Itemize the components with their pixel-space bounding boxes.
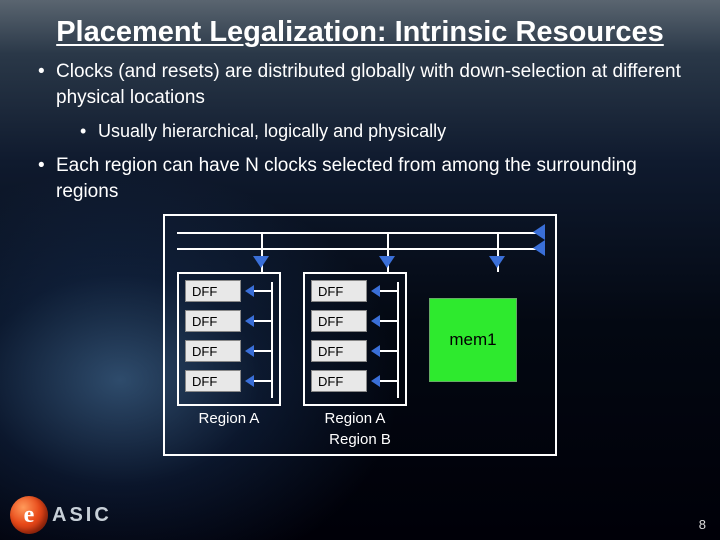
region-b-label: Region B xyxy=(177,431,543,448)
dff-cell: DFF xyxy=(311,370,367,392)
global-bus xyxy=(177,226,543,272)
bus-line-1 xyxy=(177,232,543,234)
buffer-icon xyxy=(371,315,380,327)
buffer-icon xyxy=(371,285,380,297)
page-number: 8 xyxy=(699,517,706,532)
dff-cell: DFF xyxy=(185,280,241,302)
bullet-1-text: Clocks (and resets) are distributed glob… xyxy=(56,61,681,108)
region-a-label: Region A xyxy=(303,410,407,427)
wire xyxy=(380,380,399,382)
region-a-1: DFF DFF DFF DFF Region A xyxy=(177,272,281,427)
buffer-icon xyxy=(533,240,545,256)
bullet-1: Clocks (and resets) are distributed glob… xyxy=(34,59,686,143)
bullet-1a: Usually hierarchical, logically and phys… xyxy=(76,119,686,143)
logo: e ASIC xyxy=(10,496,112,534)
buffer-icon xyxy=(371,345,380,357)
region-b-box: DFF DFF DFF DFF Region A DFF DFF DFF DFF xyxy=(163,214,557,456)
wire xyxy=(254,380,273,382)
bus-line-2 xyxy=(177,248,543,250)
mem-column: mem1 xyxy=(429,272,517,382)
wire xyxy=(254,290,273,292)
mem-cell: mem1 xyxy=(429,298,517,382)
bullet-list: Clocks (and resets) are distributed glob… xyxy=(34,59,686,204)
dff-cell: DFF xyxy=(185,340,241,362)
buffer-icon xyxy=(379,256,395,268)
dff-cell: DFF xyxy=(311,340,367,362)
wire xyxy=(380,290,399,292)
region-a-box: DFF DFF DFF DFF xyxy=(177,272,281,406)
wire xyxy=(380,320,399,322)
buffer-icon xyxy=(245,345,254,357)
region-a-label: Region A xyxy=(177,410,281,427)
bullet-2: Each region can have N clocks selected f… xyxy=(34,153,686,204)
region-a-2: DFF DFF DFF DFF Region A xyxy=(303,272,407,427)
wire xyxy=(380,350,399,352)
slide-title: Placement Legalization: Intrinsic Resour… xyxy=(34,16,686,49)
clock-diagram: DFF DFF DFF DFF Region A DFF DFF DFF DFF xyxy=(163,214,557,456)
buffer-icon xyxy=(533,224,545,240)
wire xyxy=(254,320,273,322)
buffer-icon xyxy=(489,256,505,268)
buffer-icon xyxy=(245,285,254,297)
logo-text: ASIC xyxy=(52,504,112,527)
buffer-icon xyxy=(253,256,269,268)
wire xyxy=(254,350,273,352)
buffer-icon xyxy=(371,375,380,387)
region-a-box: DFF DFF DFF DFF xyxy=(303,272,407,406)
dff-cell: DFF xyxy=(185,370,241,392)
dff-cell: DFF xyxy=(185,310,241,332)
buffer-icon xyxy=(245,375,254,387)
dff-cell: DFF xyxy=(311,280,367,302)
buffer-icon xyxy=(245,315,254,327)
dff-cell: DFF xyxy=(311,310,367,332)
logo-icon: e xyxy=(10,496,48,534)
